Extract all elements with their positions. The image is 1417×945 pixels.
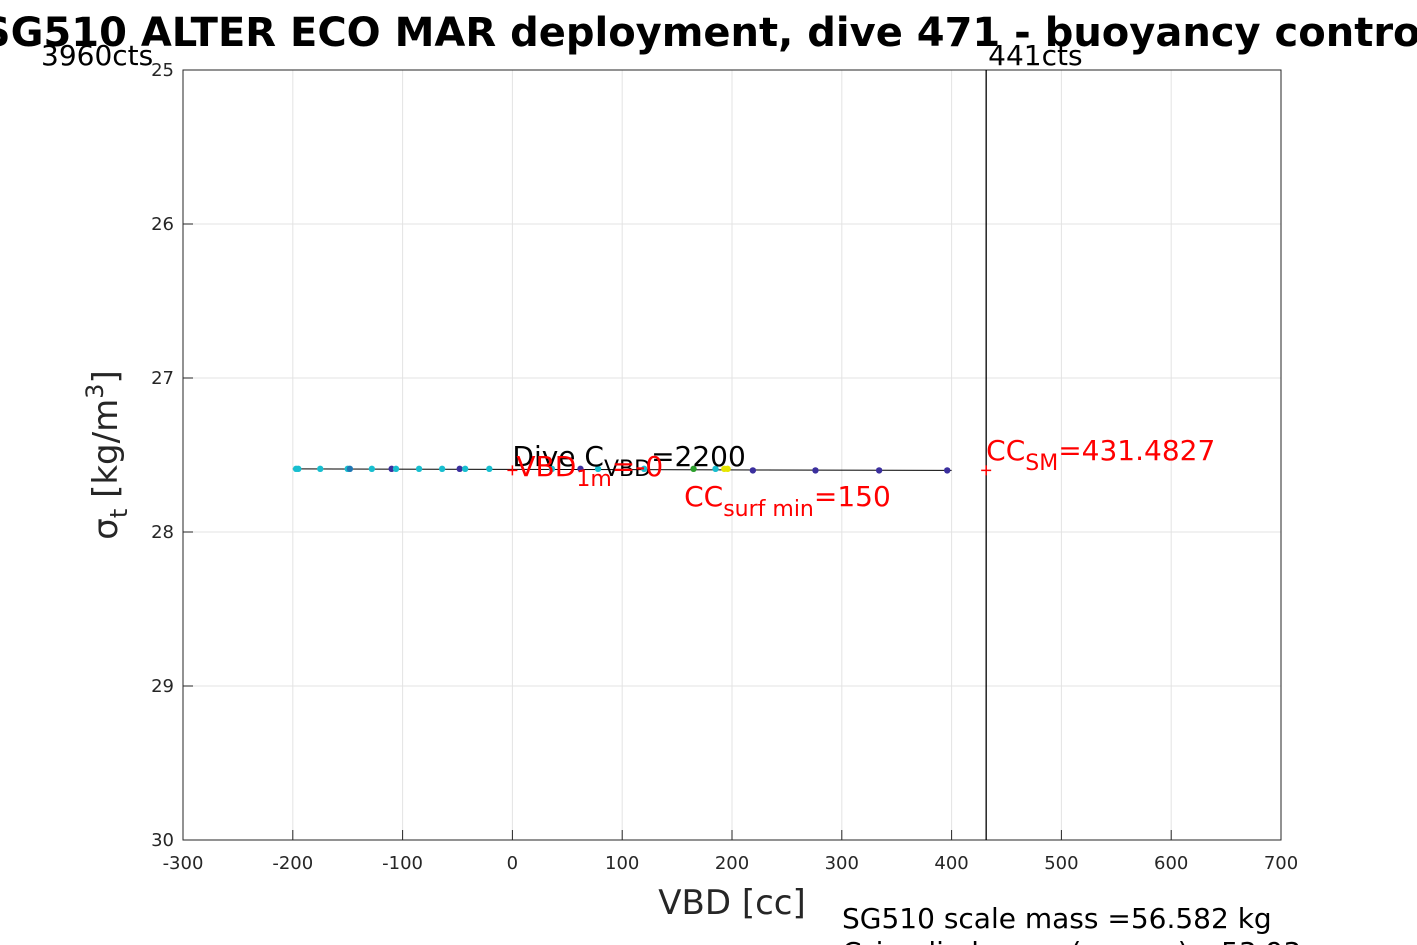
- data-point: [944, 467, 951, 474]
- vbd-1m-annotation: VBD1m=-0: [516, 450, 663, 492]
- dive-c-annotation-sub: VBD: [604, 457, 651, 482]
- implied-mass-note: Cimplied mass (approx) =53.93: [842, 936, 1301, 945]
- x-tick-label: -300: [163, 853, 204, 874]
- data-point: [461, 465, 469, 473]
- data-point: [812, 467, 819, 474]
- data-point: [486, 465, 493, 473]
- x-tick-label: 700: [1264, 853, 1298, 874]
- chart-title: SG510 ALTER ECO MAR deployment, dive 471…: [0, 10, 1417, 56]
- x-tick-label: -100: [382, 853, 423, 874]
- data-point: [368, 465, 376, 473]
- y-tick-label: 25: [151, 60, 174, 81]
- data-point: [295, 465, 302, 473]
- y-tick-label: 29: [151, 676, 174, 697]
- data-point: [594, 465, 602, 473]
- data-point: [640, 465, 648, 473]
- counts-labels: 3960cts 441cts: [41, 39, 1083, 72]
- plus-marker: [507, 465, 518, 476]
- data-point: [548, 465, 556, 473]
- y-axis-label: σt [kg/m3]: [81, 370, 133, 539]
- implied-mass-note-c: C: [842, 936, 862, 945]
- cc-surf-min-annotation-value: =150: [814, 480, 891, 513]
- right-counts-label: 441cts: [988, 39, 1082, 72]
- plus-marker: [981, 465, 992, 476]
- y-tick-label: 28: [151, 522, 174, 543]
- cc-sm-annotation-sub: SM: [1025, 451, 1058, 476]
- axis-ticks: -300 -200 -100 0 100 200 300 400 500 600 700 25 26 27…: [151, 60, 1298, 874]
- x-tick-label: 100: [605, 853, 639, 874]
- scale-mass-note: SG510 scale mass =56.582 kg: [842, 902, 1272, 935]
- data-point: [388, 465, 395, 473]
- y-tick-label: 30: [151, 830, 174, 851]
- y-axis-label-subscript: t: [105, 509, 133, 518]
- y-tick-label: 27: [151, 368, 174, 389]
- x-tick-label: 200: [715, 853, 749, 874]
- data-point: [749, 467, 757, 474]
- cc-surf-min-annotation-sub: surf min: [723, 497, 814, 522]
- x-tick-label: 500: [1044, 853, 1078, 874]
- y-axis-label-units-close: ]: [86, 370, 126, 383]
- data-point: [317, 465, 324, 473]
- x-tick-label: 600: [1154, 853, 1188, 874]
- dive-c-annotation-value: =2200: [651, 440, 746, 473]
- data-point: [438, 465, 446, 473]
- x-tick-label: -200: [272, 853, 313, 874]
- y-axis-label-units: [kg/m: [86, 399, 126, 509]
- data-point: [875, 467, 883, 474]
- left-counts-label: 3960cts: [41, 39, 153, 72]
- data-point: [415, 465, 423, 473]
- implied-mass-note-rest: implied mass (approx) =53.93: [876, 936, 1302, 945]
- vbd-1m-annotation-value: =-0: [612, 450, 663, 483]
- red-markers: [507, 465, 992, 476]
- cc-surf-min-annotation-main: CC: [684, 480, 723, 513]
- vbd-1m-annotation-main: VBD: [516, 450, 576, 483]
- data-point: [346, 465, 354, 473]
- fit-line: [292, 468, 952, 471]
- y-axis-label-units-sup: 3: [81, 384, 109, 399]
- x-tick-label: 400: [934, 853, 968, 874]
- x-tick-label: 300: [825, 853, 859, 874]
- y-axis-label-symbol: σ: [86, 518, 126, 540]
- data-point: [392, 465, 400, 473]
- vbd-1m-annotation-sub: 1m: [576, 467, 611, 492]
- cc-sm-annotation: CCSM=431.4827: [986, 434, 1215, 476]
- dive-c-annotation: Dive CVBD=2200: [512, 440, 745, 482]
- x-axis-label: VBD [cc]: [658, 883, 806, 923]
- data-point: [456, 465, 463, 473]
- fit-line-segment: [292, 468, 952, 471]
- data-point: [724, 465, 731, 473]
- y-tick-label: 26: [151, 214, 174, 235]
- cc-sm-annotation-main: CC: [986, 434, 1025, 467]
- data-point: [690, 465, 697, 473]
- data-point: [712, 465, 719, 473]
- x-tick-label: 0: [507, 853, 518, 874]
- dive-c-annotation-main: Dive C: [512, 440, 604, 473]
- cc-sm-annotation-value: =431.4827: [1058, 434, 1215, 467]
- data-point: [577, 465, 584, 473]
- cc-surf-min-annotation: CCsurf min=150: [684, 480, 891, 522]
- data-points: [292, 465, 951, 474]
